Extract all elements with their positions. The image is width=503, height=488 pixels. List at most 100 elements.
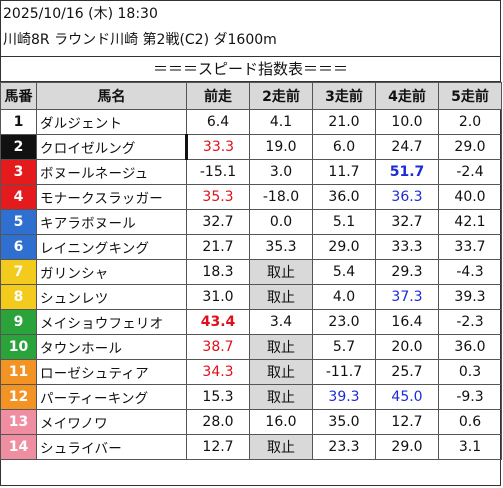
table-row: 8 シュンレツ 31.0 取止 4.0 37.3 39.3	[0, 284, 502, 310]
speed-index-cell: 取止	[249, 359, 313, 385]
horse-name: タウンホール	[36, 334, 187, 360]
race-datetime: 2025/10/16 (木) 18:30	[3, 6, 158, 22]
table-row: 1 ダルジェント 6.4 4.1 21.0 10.0 2.0	[0, 109, 502, 135]
speed-index-cell: 3.1	[438, 434, 502, 460]
speed-index-cell: 36.3	[375, 184, 439, 210]
speed-index-cell: 3.0	[249, 159, 313, 185]
table-row: 7 ガリンシャ 18.3 取止 5.4 29.3 -4.3	[0, 259, 502, 285]
speed-index-cell: -15.1	[186, 159, 250, 185]
speed-index-cell: 24.7	[375, 134, 439, 160]
table-caption: ＝＝＝スピード指数表＝＝＝	[0, 56, 501, 82]
col-header-4-races-ago: 4走前	[375, 82, 439, 110]
speed-index-cell: 5.4	[312, 259, 376, 285]
horse-name: シュンレツ	[36, 284, 187, 310]
speed-index-cell: 4.0	[312, 284, 376, 310]
table-row: 3 ボヌールネージュ -15.1 3.0 11.7 51.7 -2.4	[0, 159, 502, 185]
horse-number: 9	[0, 309, 37, 335]
speed-index-cell: -4.3	[438, 259, 502, 285]
speed-index-cell: 16.4	[375, 309, 439, 335]
table-row: 2 クロイゼルング 33.3 19.0 6.0 24.7 29.0	[0, 134, 502, 160]
speed-index-cell: 取止	[249, 434, 313, 460]
horse-number: 13	[0, 409, 37, 435]
speed-index-cell: 5.1	[312, 209, 376, 235]
horse-number: 8	[0, 284, 37, 310]
speed-index-cell: 10.0	[375, 109, 439, 135]
speed-index-cell: 18.3	[186, 259, 250, 285]
speed-index-cell: 35.3	[249, 234, 313, 260]
speed-index-cell: -2.4	[438, 159, 502, 185]
speed-index-cell: 19.0	[249, 134, 313, 160]
table-row: 9 メイショウフェリオ 43.4 3.4 23.0 16.4 -2.3	[0, 309, 502, 335]
speed-index-cell: 16.0	[249, 409, 313, 435]
speed-index-cell: 45.0	[375, 384, 439, 410]
horse-number: 4	[0, 184, 37, 210]
speed-index-cell: 43.4	[186, 309, 250, 335]
horse-name: パーティーキング	[36, 384, 187, 410]
speed-index-cell: 36.0	[312, 184, 376, 210]
speed-index-cell: 29.0	[375, 434, 439, 460]
speed-index-cell: 29.3	[375, 259, 439, 285]
col-header-name: 馬名	[36, 82, 187, 110]
speed-index-cell: 32.7	[375, 209, 439, 235]
speed-index-cell: 6.4	[186, 109, 250, 135]
speed-index-cell: 34.3	[186, 359, 250, 385]
speed-index-cell: 2.0	[438, 109, 502, 135]
speed-index-cell: 6.0	[312, 134, 376, 160]
speed-index-cell: 3.4	[249, 309, 313, 335]
speed-index-cell: 11.7	[312, 159, 376, 185]
table-row: 10 タウンホール 38.7 取止 5.7 20.0 36.0	[0, 334, 502, 360]
speed-index-cell: 0.6	[438, 409, 502, 435]
horse-number: 14	[0, 434, 37, 460]
col-header-3-races-ago: 3走前	[312, 82, 376, 110]
col-header-number: 馬番	[0, 82, 37, 110]
speed-index-cell: 29.0	[312, 234, 376, 260]
speed-index-cell: 21.7	[186, 234, 250, 260]
horse-number: 2	[0, 134, 37, 160]
horse-name: ボヌールネージュ	[36, 159, 187, 185]
col-header-5-races-ago: 5走前	[438, 82, 502, 110]
speed-index-cell: 23.3	[312, 434, 376, 460]
speed-index-cell: 取止	[249, 259, 313, 285]
speed-index-cell: 23.0	[312, 309, 376, 335]
speed-index-cell: 33.3	[375, 234, 439, 260]
horse-name: ローゼシュティア	[36, 359, 187, 385]
speed-index-cell: 取止	[249, 334, 313, 360]
speed-index-cell: 35.3	[186, 184, 250, 210]
horse-name: クロイゼルング	[36, 134, 187, 160]
horse-name: ダルジェント	[36, 109, 187, 135]
speed-index-cell: 28.0	[186, 409, 250, 435]
horse-number: 10	[0, 334, 37, 360]
speed-index-cell: 33.7	[438, 234, 502, 260]
speed-index-cell: 取止	[249, 384, 313, 410]
speed-index-cell: 取止	[249, 284, 313, 310]
speed-index-cell: 38.7	[186, 334, 250, 360]
speed-index-cell: 12.7	[375, 409, 439, 435]
horse-name: メイワノワ	[36, 409, 187, 435]
table-row: 12 パーティーキング 15.3 取止 39.3 45.0 -9.3	[0, 384, 502, 410]
horse-number: 7	[0, 259, 37, 285]
race-title: 川崎8R ラウンド川崎 第2戦(C2) ダ1600m	[3, 32, 277, 48]
horse-number: 5	[0, 209, 37, 235]
speed-index-cell: 0.0	[249, 209, 313, 235]
horse-name: シュライバー	[36, 434, 187, 460]
speed-index-cell: 29.0	[438, 134, 502, 160]
speed-index-cell: 25.7	[375, 359, 439, 385]
table-row: 6 レイニングキング 21.7 35.3 29.0 33.3 33.7	[0, 234, 502, 260]
speed-index-table: 馬番 馬名 前走 2走前 3走前 4走前 5走前 1 ダルジェント 6.4 4.1 21…	[0, 82, 502, 460]
speed-index-cell: 15.3	[186, 384, 250, 410]
speed-index-cell: 4.1	[249, 109, 313, 135]
speed-index-cell: 35.0	[312, 409, 376, 435]
horse-name: キアラボヌール	[36, 209, 187, 235]
speed-index-cell: 32.7	[186, 209, 250, 235]
speed-index-cell: 36.0	[438, 334, 502, 360]
horse-name: ガリンシャ	[36, 259, 187, 285]
table-row: 11 ローゼシュティア 34.3 取止 -11.7 25.7 0.3	[0, 359, 502, 385]
speed-index-cell: 0.3	[438, 359, 502, 385]
speed-index-cell: -18.0	[249, 184, 313, 210]
speed-index-cell: 5.7	[312, 334, 376, 360]
col-header-last-race: 前走	[186, 82, 250, 110]
horse-number: 12	[0, 384, 37, 410]
horse-name: モナークスラッガー	[36, 184, 187, 210]
col-header-2-races-ago: 2走前	[249, 82, 313, 110]
speed-index-cell: 42.1	[438, 209, 502, 235]
